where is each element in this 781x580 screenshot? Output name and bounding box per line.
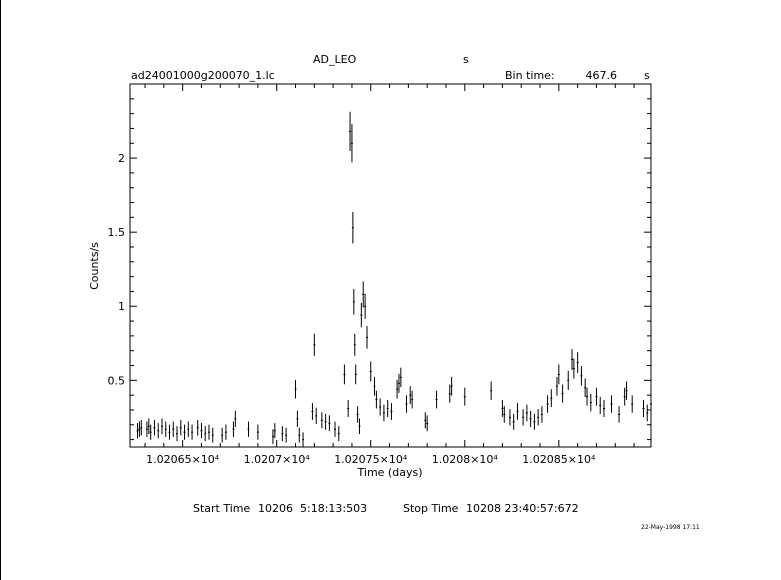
file-name-label: ad24001000g200070_1.lc (131, 69, 275, 82)
y-axis-label: Counts/s (88, 242, 101, 290)
start-time-label: Start Time (193, 502, 251, 515)
stop-time-label: Stop Time (403, 502, 459, 515)
y-tick-label: 1 (118, 300, 125, 313)
x-tick-label: 1.0207×10⁴ (244, 453, 311, 466)
x-axis-label: Time (days) (357, 466, 423, 479)
bin-time-unit: s (644, 69, 650, 82)
object-name-title: AD_LEO (313, 53, 357, 66)
plot-date-stamp: 22-May-1998 17:11 (641, 524, 700, 531)
x-tick-label: 1.02085×10⁴ (522, 453, 596, 466)
window-left-border (0, 0, 1, 580)
x-tick-label: 1.02065×10⁴ (146, 453, 220, 466)
stop-time-value: 10208 23:40:57:672 (466, 502, 579, 515)
object-unit: s (463, 53, 469, 66)
plot-frame (129, 83, 652, 448)
axis-tick-labels: 0.5 1 1.5 2 1.02065×10⁴ 1.0207×10⁴ 1.02075×10⁴… (108, 152, 596, 466)
y-tick-label: 0.5 (108, 374, 126, 387)
data-points (136, 111, 652, 447)
bin-time-value: 467.6 (586, 69, 618, 82)
x-tick-label: 1.0208×10⁴ (432, 453, 499, 466)
y-tick-label: 1.5 (108, 226, 126, 239)
x-tick-label: 1.02075×10⁴ (334, 453, 408, 466)
bin-time-label: Bin time: (505, 69, 555, 82)
axis-ticks (130, 84, 651, 447)
y-tick-label: 2 (118, 152, 125, 165)
start-time-value: 10206 5:18:13:503 (258, 502, 367, 515)
